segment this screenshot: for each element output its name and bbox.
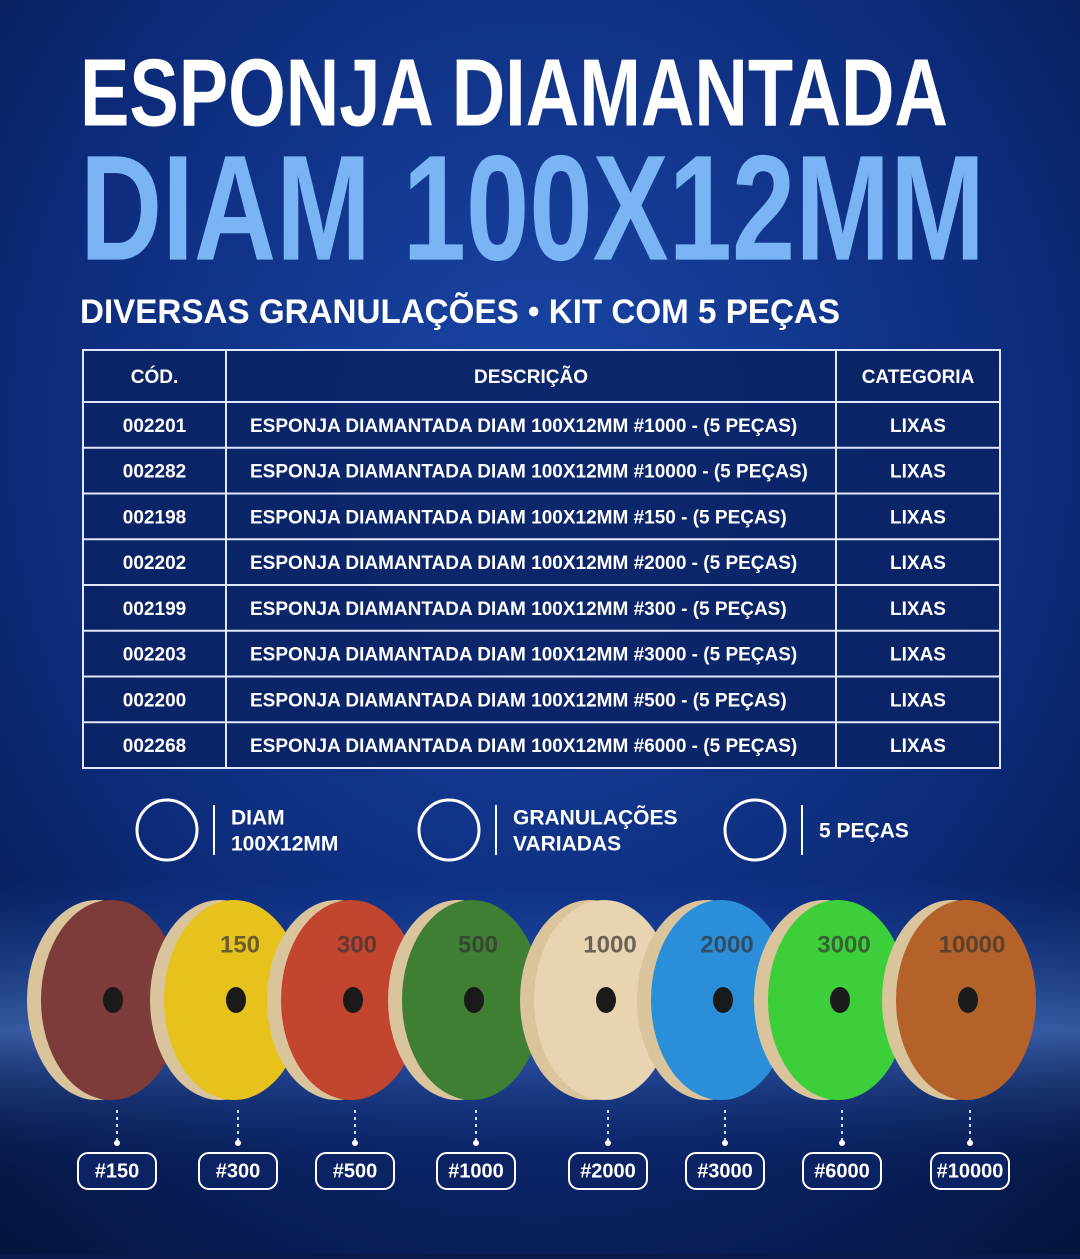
table-cell: 002198 [123, 507, 186, 528]
table-cell: ESPONJA DIAMANTADA DIAM 100X12MM #1000 -… [250, 416, 797, 437]
disc-hole [958, 987, 978, 1013]
disc-hole [713, 987, 733, 1013]
disc-hole [596, 987, 616, 1013]
table-cell: 002202 [123, 553, 186, 574]
feature-text: DIAM [231, 807, 285, 830]
disc-label: 500 [458, 931, 498, 958]
disc-hole [343, 987, 363, 1013]
tag-pill [685, 1152, 765, 1190]
discs: 150 300 500 1000 2000 3000 10000 #150 #300 #500 #1… [27, 900, 1036, 1190]
column-header: CATEGORIA [862, 367, 975, 388]
title: ESPONJA DIAMANTADA [80, 39, 948, 146]
disc-label: 2000 [700, 931, 753, 958]
table-cell: LIXAS [890, 462, 946, 483]
table-cell: ESPONJA DIAMANTADA DIAM 100X12MM #10000 … [250, 462, 808, 483]
disc-hole [830, 987, 850, 1013]
table-cell: LIXAS [890, 416, 946, 437]
tag-pill [198, 1152, 278, 1190]
tag-dot [839, 1140, 845, 1146]
table-cell: 002282 [123, 462, 186, 483]
tag-dot [605, 1140, 611, 1146]
table-cell: LIXAS [890, 599, 946, 620]
tag-label: #500 [333, 1160, 378, 1182]
table-cell: ESPONJA DIAMANTADA DIAM 100X12MM #300 - … [250, 599, 787, 620]
feature-text: 5 PEÇAS [819, 820, 909, 843]
disc-label: 300 [337, 931, 377, 958]
features: DIAM 100X12MM GRANULAÇÕES VARIADAS 5 PEÇAS [135, 798, 909, 862]
tag-pill [930, 1152, 1010, 1190]
feature-text: GRANULAÇÕES [513, 806, 678, 830]
table-cell: 002201 [123, 416, 187, 437]
disc-label: 1000 [583, 931, 636, 958]
table-cell: ESPONJA DIAMANTADA DIAM 100X12MM #3000 -… [250, 645, 797, 666]
tag-label: #6000 [814, 1160, 870, 1182]
feature-text: VARIADAS [513, 833, 621, 856]
tag-pill [77, 1152, 157, 1190]
table-cell: 002203 [123, 645, 186, 666]
title-highlight: DIAM 100X12MM [80, 124, 985, 292]
column-header: CÓD. [131, 366, 179, 388]
tag-dot [235, 1140, 241, 1146]
table-cell: 002268 [123, 736, 186, 757]
table-cell: ESPONJA DIAMANTADA DIAM 100X12MM #500 - … [250, 690, 787, 711]
table-cell: LIXAS [890, 553, 946, 574]
disc-label: 3000 [817, 931, 870, 958]
tag-dot [473, 1140, 479, 1146]
feature-icon [723, 798, 787, 862]
disc-hole [103, 987, 123, 1013]
table-cell: ESPONJA DIAMANTADA DIAM 100X12MM #6000 -… [250, 736, 797, 757]
tag-label: #2000 [580, 1160, 636, 1182]
table-cell: 002200 [123, 690, 186, 711]
tag-pill [315, 1152, 395, 1190]
tag-pill [568, 1152, 648, 1190]
tag-dot [114, 1140, 120, 1146]
table: CÓD. DESCRIÇÃO CATEGORIA 002201 ESPONJA DIAM… [82, 349, 1001, 769]
tag-label: #300 [216, 1160, 261, 1182]
tag-pill [802, 1152, 882, 1190]
tag-label: #150 [95, 1160, 140, 1182]
column-header: DESCRIÇÃO [474, 366, 588, 388]
feature-text: 100X12MM [231, 833, 338, 856]
tag-label: #1000 [448, 1160, 504, 1182]
tag-dot [967, 1140, 973, 1146]
feature-icon [135, 798, 199, 862]
disc-hole [226, 987, 246, 1013]
table-cell: LIXAS [890, 690, 946, 711]
disc-label: 150 [220, 931, 260, 958]
table-cell: LIXAS [890, 645, 946, 666]
tag-label: #10000 [937, 1160, 1004, 1182]
tag-dot [722, 1140, 728, 1146]
table-cell: LIXAS [890, 507, 946, 528]
table-cell: LIXAS [890, 736, 946, 757]
disc-label: 10000 [939, 931, 1006, 958]
tag-dot [352, 1140, 358, 1146]
feature-icon [417, 798, 481, 862]
tag-pill [436, 1152, 516, 1190]
table-cell: ESPONJA DIAMANTADA DIAM 100X12MM #2000 -… [250, 553, 797, 574]
disc-hole [464, 987, 484, 1013]
table-bg [82, 349, 1001, 769]
table-cell: ESPONJA DIAMANTADA DIAM 100X12MM #150 - … [250, 507, 787, 528]
table-cell: 002199 [123, 599, 186, 620]
subtitle: DIVERSAS GRANULAÇÕES • KIT COM 5 PEÇAS [80, 293, 840, 331]
tag-label: #3000 [697, 1160, 753, 1182]
